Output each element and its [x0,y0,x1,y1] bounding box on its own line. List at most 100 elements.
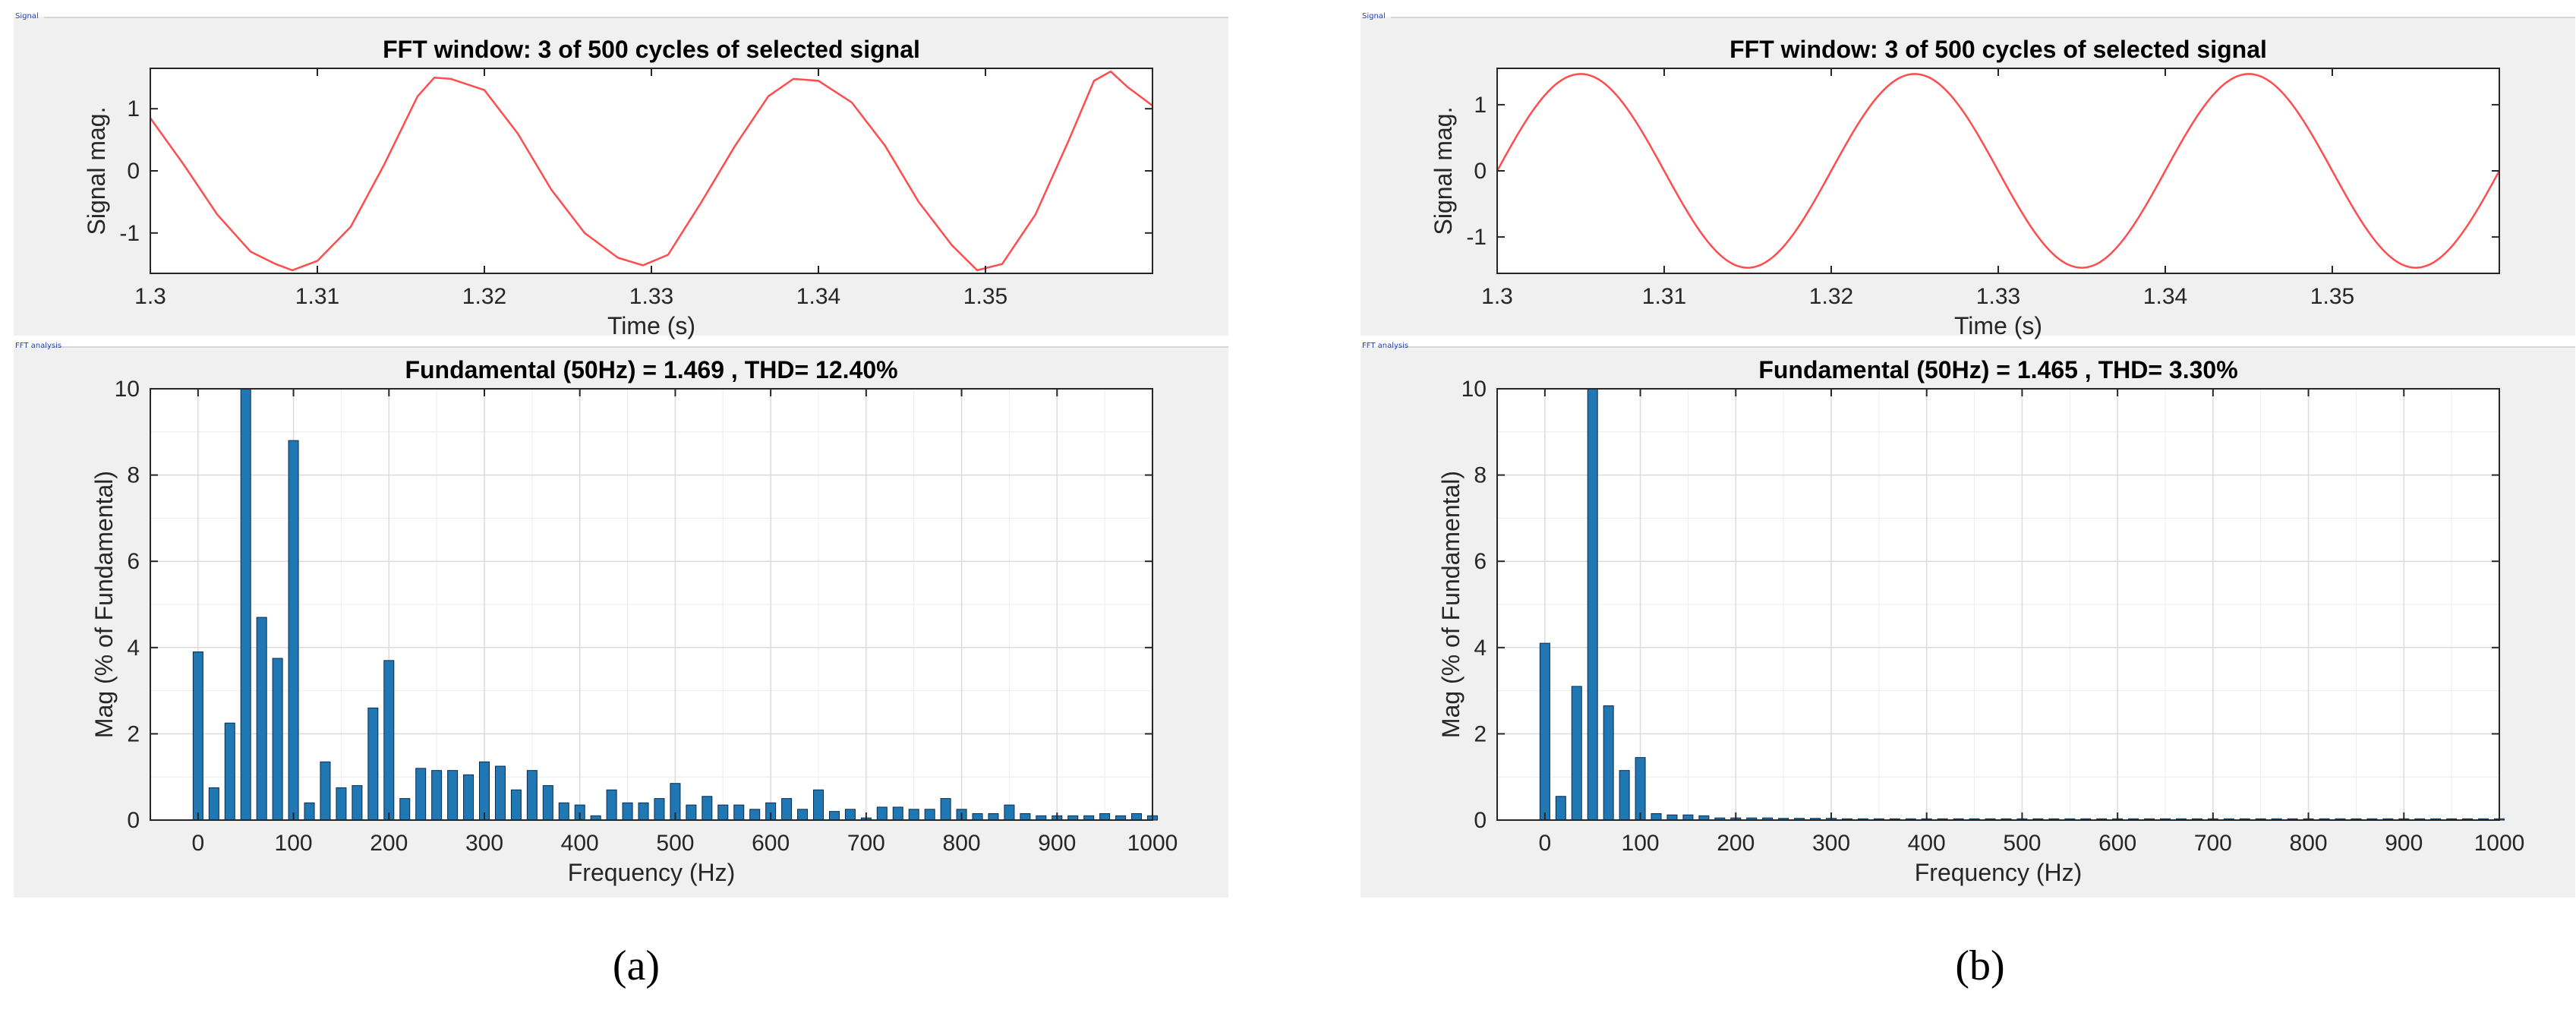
bar [1619,770,1630,821]
x-tick-label: 1.3 [1481,284,1513,309]
bar [876,806,888,821]
x-tick-label: 1.32 [1809,284,1853,309]
box-border [1391,17,2575,18]
panel-a: Signal 1.3 1.31 1.32 1.33 1.34 1.35 -1 0 1 FFT wi… [14,0,1236,1016]
x-tick-label: 700 [847,831,885,856]
bar [1131,812,1143,821]
x-tick-label: 1.35 [2310,284,2354,309]
chart-title: FFT window: 3 of 500 cycles of selected … [383,36,920,63]
y-tick-label: 1 [1474,93,1487,118]
x-tick-label: 0 [192,831,205,856]
x-tick-label: 800 [2290,831,2328,856]
x-tick-label: 1.34 [2143,284,2187,309]
panel-label: (b) [1955,942,2005,989]
fft-chart: 0 100 200 300 400 500 600 700 800 900 1000 0 2 4 6 8 10 F… [90,356,1178,886]
x-tick-label: 600 [752,831,790,856]
x-tick-label: 1000 [1127,831,1178,856]
chart-title: Fundamental (50Hz) = 1.465 , THD= 3.30% [1758,356,2237,383]
y-tick-label: 2 [127,721,140,746]
x-axis-label: Frequency (Hz) [1915,859,2083,886]
y-axis-label: Signal mag. [1430,107,1457,235]
y-tick-label: 8 [127,463,140,488]
panel-b: Signal 1.3 1.31 1.32 1.33 1.34 1.35 -1 0 1 FFT wi… [1361,0,2576,1016]
plot-area [150,68,1152,273]
x-tick-label: 700 [2194,831,2232,856]
y-tick-label: 0 [1474,159,1487,184]
bar [606,789,617,821]
y-tick-label: 6 [127,549,140,574]
x-tick-label: 300 [1812,831,1850,856]
bar [542,785,553,821]
fft-box: FFT analysis 0 100 200 300 400 500 600 700 800 90… [14,342,1228,898]
x-tick-label: 100 [275,831,313,856]
x-axis-label: Time (s) [607,312,695,339]
bar [1539,642,1550,821]
signal-box-tag: Signal [1362,12,1386,21]
x-tick-label: 300 [465,831,503,856]
bar [686,804,697,821]
signal-line [149,70,1153,272]
bar [431,770,443,821]
bar [908,809,919,821]
bar [844,809,856,821]
bar [272,658,283,821]
x-tick-label: 1.33 [1976,284,2020,309]
x-tick-label: 900 [2385,831,2423,856]
box-border [44,346,1228,348]
bar [813,789,824,821]
x-tick-label: 600 [2098,831,2136,856]
fft-box-tag: FFT analysis [1362,342,1409,350]
y-tick-label: 10 [1461,377,1487,402]
fft-chart: 0 100 200 300 400 500 600 700 800 900 1000 0 2 4 6 8 10 F… [1437,356,2525,886]
bar [638,802,649,821]
x-tick-label: 1.33 [629,284,673,309]
box-border [1391,346,2575,348]
bar [988,812,999,821]
bar [781,798,793,821]
bar [494,765,506,821]
x-tick-label: 800 [943,831,981,856]
fft-box-tag: FFT analysis [15,342,62,350]
bar [924,809,935,821]
axes-frame [150,388,1153,821]
x-tick-label: 1.32 [462,284,506,309]
fft-box: FFT analysis 0 100 200 300 400 500 600 700 800 90… [1361,342,2575,898]
bar [447,770,459,821]
y-axis-label: Signal mag. [83,107,110,235]
x-tick-label: 500 [2003,831,2041,856]
bar [1603,705,1614,821]
x-tick-label: 100 [1622,831,1660,856]
x-tick-label: 1.34 [796,284,840,309]
x-tick-label: 400 [1908,831,1946,856]
y-tick-label: 1 [127,96,140,121]
signal-chart: 1.3 1.31 1.32 1.33 1.34 1.35 -1 0 1 FFT window: 3… [1430,36,2501,339]
x-tick-label: 1.31 [1642,284,1686,309]
signal-box: Signal 1.3 1.31 1.32 1.33 1.34 1.35 -1 0 1 FFT wi… [1361,12,2575,339]
bar [415,768,427,821]
bar [972,812,983,821]
y-axis-label: Mag (% of Fundamental) [1437,471,1465,738]
y-tick-label: -1 [1466,225,1487,250]
x-tick-label: 200 [370,831,408,856]
y-tick-label: 0 [127,808,140,833]
bar [192,651,203,821]
bar [240,388,251,821]
bar [892,806,903,821]
bar [1020,812,1031,821]
x-tick-label: 900 [1038,831,1076,856]
y-tick-label: -1 [119,221,140,246]
bar [463,774,475,821]
x-tick-label: 1000 [2474,831,2525,856]
x-tick-label: 200 [1717,831,1755,856]
bar [733,804,745,821]
bar [304,802,315,821]
y-tick-label: 4 [127,636,140,661]
bar [1099,812,1111,821]
bar [1004,804,1015,821]
bar [1635,757,1646,821]
x-tick-label: 1.3 [134,284,166,309]
bar [479,761,490,821]
x-tick-label: 400 [561,831,599,856]
bar [352,785,363,821]
bar [749,809,761,821]
